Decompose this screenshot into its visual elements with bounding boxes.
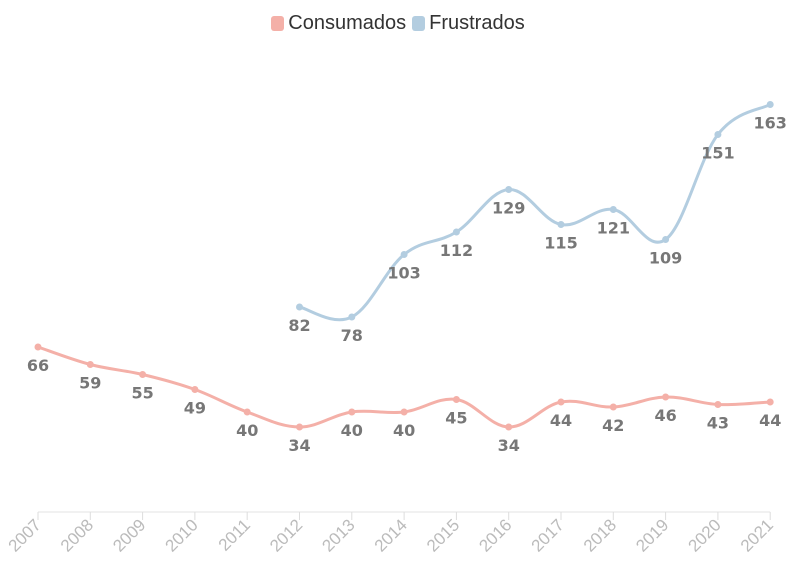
legend-label-consumados: Consumados <box>288 12 407 34</box>
data-label-frustrados: 82 <box>288 316 310 335</box>
data-label-frustrados: 129 <box>492 199 525 218</box>
data-point-consumados[interactable] <box>86 361 94 368</box>
x-tick-label: 2017 <box>528 515 568 555</box>
data-label-frustrados: 163 <box>753 114 786 133</box>
data-point-frustrados[interactable] <box>609 206 617 213</box>
data-label-consumados: 55 <box>131 384 153 403</box>
data-point-consumados[interactable] <box>348 408 356 416</box>
legend-item-frustrados[interactable]: Frustrados <box>412 12 525 35</box>
x-tick-label: 2013 <box>318 515 358 555</box>
data-point-frustrados[interactable] <box>557 221 565 228</box>
x-tick-label: 2019 <box>632 515 672 555</box>
data-point-consumados[interactable] <box>191 386 199 393</box>
data-point-frustrados[interactable] <box>452 228 460 236</box>
data-label-consumados: 44 <box>550 411 572 430</box>
data-point-consumados[interactable] <box>766 398 774 406</box>
x-tick-label: 2011 <box>215 515 254 554</box>
data-label-consumados: 34 <box>498 436 520 455</box>
x-tick-label: 2016 <box>475 515 515 555</box>
data-label-consumados: 43 <box>707 414 729 433</box>
data-label-frustrados: 109 <box>649 249 682 268</box>
x-tick-label: 2018 <box>580 515 620 555</box>
x-tick-label: 2010 <box>162 515 202 555</box>
x-tick-label: 2008 <box>57 515 97 555</box>
data-point-consumados[interactable] <box>139 371 147 378</box>
data-label-consumados: 49 <box>184 399 206 418</box>
x-tick-label: 2015 <box>423 515 463 555</box>
data-label-consumados: 40 <box>393 421 415 440</box>
data-point-consumados[interactable] <box>557 398 565 406</box>
x-tick-label: 2021 <box>737 515 777 555</box>
data-point-consumados[interactable] <box>243 408 251 416</box>
data-label-frustrados: 115 <box>544 234 577 253</box>
data-point-consumados[interactable] <box>452 396 460 403</box>
data-point-consumados[interactable] <box>505 423 513 431</box>
data-point-consumados[interactable] <box>662 393 670 401</box>
data-label-frustrados: 112 <box>440 241 473 260</box>
data-point-consumados[interactable] <box>400 408 408 416</box>
data-label-frustrados: 103 <box>387 264 420 283</box>
data-point-frustrados[interactable] <box>714 131 722 138</box>
data-label-frustrados: 151 <box>701 144 734 163</box>
legend: Consumados Frustrados <box>0 12 796 35</box>
data-label-consumados: 42 <box>602 416 624 435</box>
legend-label-frustrados: Frustrados <box>429 12 525 34</box>
x-tick-label: 2012 <box>266 515 306 555</box>
x-tick-label: 2020 <box>685 515 725 555</box>
x-tick-label: 2014 <box>371 515 411 555</box>
x-tick-label: 2009 <box>109 515 149 555</box>
data-point-consumados[interactable] <box>714 401 722 408</box>
legend-item-consumados[interactable]: Consumados <box>271 12 406 35</box>
data-point-consumados[interactable] <box>296 423 303 431</box>
data-point-consumados[interactable] <box>34 343 42 351</box>
data-point-frustrados[interactable] <box>400 251 408 258</box>
data-label-consumados: 44 <box>759 411 781 430</box>
data-label-frustrados: 121 <box>597 219 630 238</box>
x-tick-label: 2007 <box>5 515 45 555</box>
data-point-consumados[interactable] <box>609 403 617 411</box>
data-point-frustrados[interactable] <box>505 186 513 193</box>
data-label-consumados: 45 <box>445 409 467 428</box>
legend-swatch-consumados <box>271 16 285 31</box>
data-label-consumados: 46 <box>654 406 676 425</box>
data-point-frustrados[interactable] <box>348 313 356 321</box>
data-label-consumados: 34 <box>288 436 310 455</box>
data-label-consumados: 40 <box>236 421 258 440</box>
data-label-frustrados: 78 <box>341 326 363 345</box>
data-point-frustrados[interactable] <box>296 303 303 311</box>
series-line-frustrados <box>298 103 772 322</box>
data-point-frustrados[interactable] <box>766 101 774 108</box>
data-label-consumados: 66 <box>27 356 49 375</box>
data-label-consumados: 59 <box>79 374 101 393</box>
legend-swatch-frustrados <box>412 16 426 31</box>
data-label-consumados: 40 <box>341 421 363 440</box>
data-point-frustrados[interactable] <box>662 236 670 243</box>
